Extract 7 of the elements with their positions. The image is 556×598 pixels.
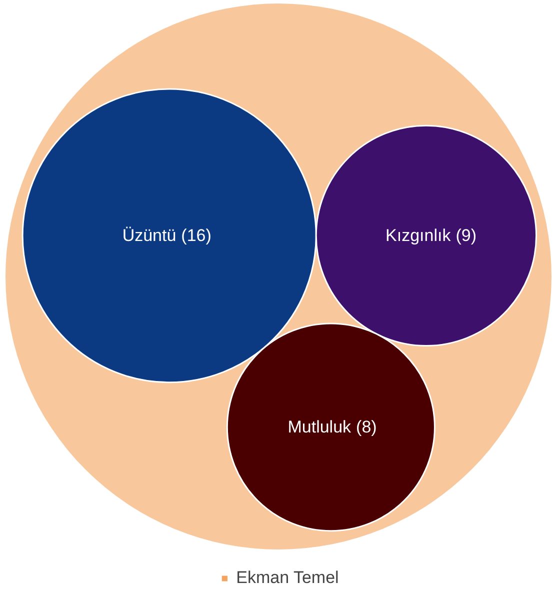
data-label: (9) xyxy=(456,226,476,246)
data-label: (16) xyxy=(181,226,212,246)
text: Ekman Temel xyxy=(236,568,339,588)
category-label: Üzüntü xyxy=(122,226,176,246)
category-label: Kızgınlık xyxy=(386,226,452,246)
category-label: Mutluluk xyxy=(288,418,352,437)
data-label: (8) xyxy=(356,418,377,437)
